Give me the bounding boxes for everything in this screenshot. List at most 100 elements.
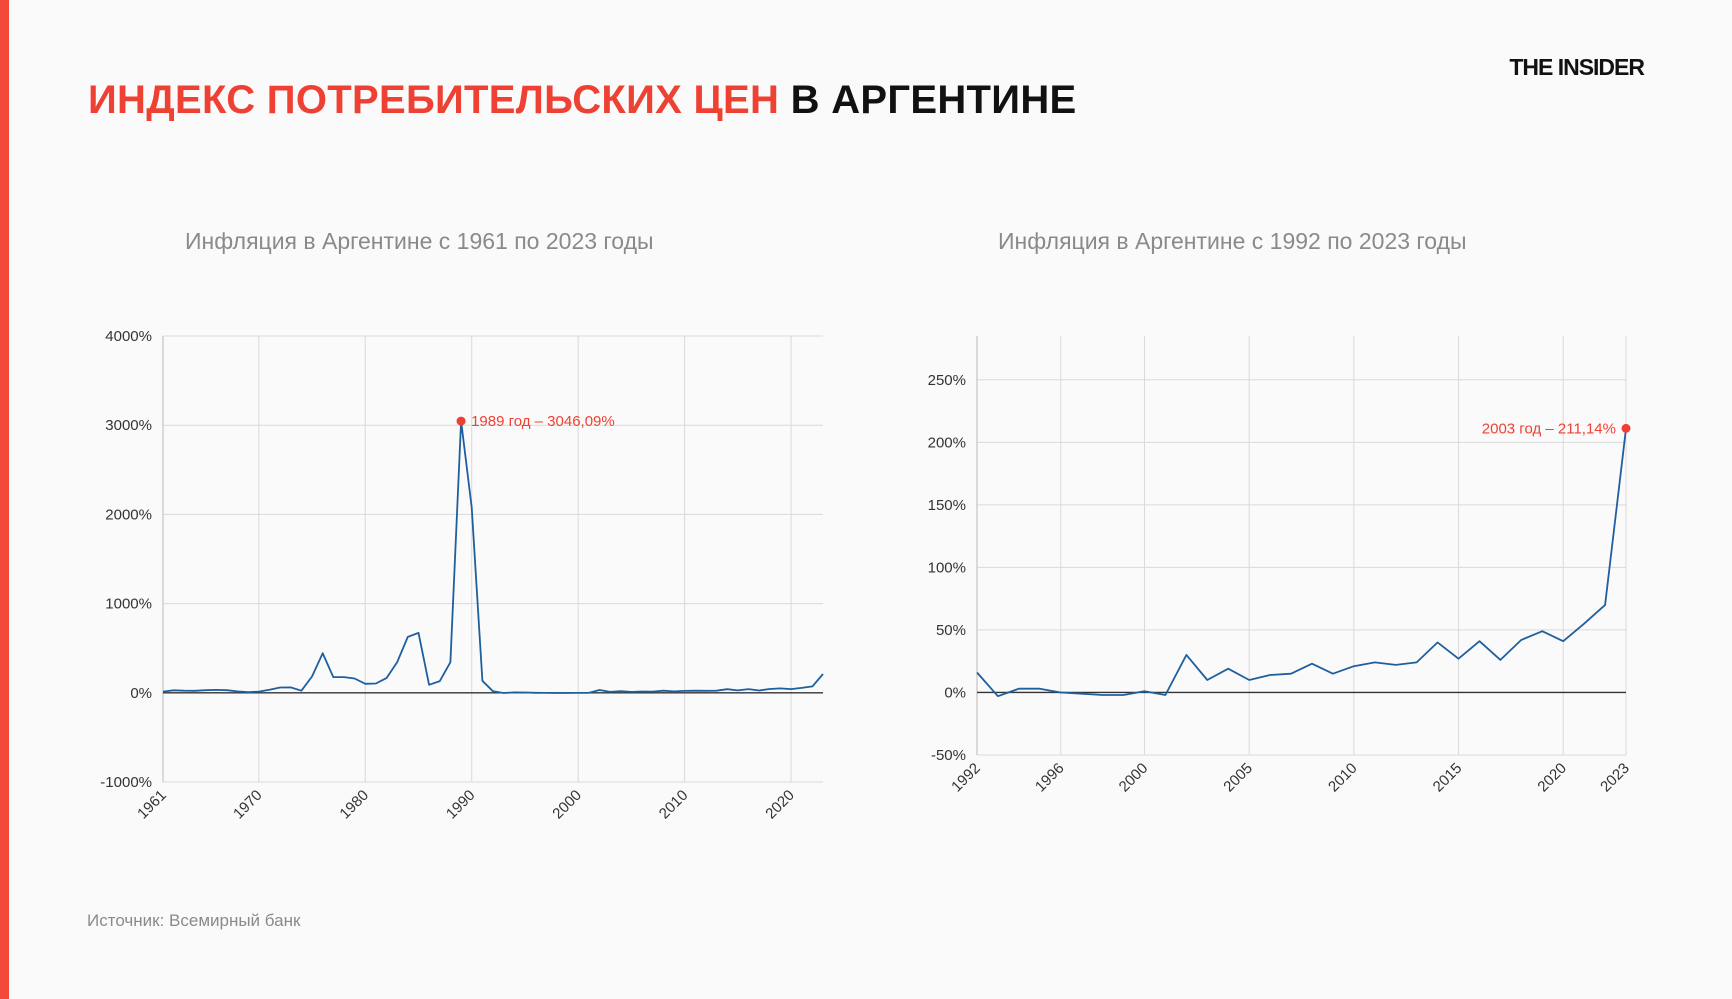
chart-1-data-point xyxy=(332,676,335,679)
chart-2-data-point xyxy=(976,671,979,674)
chart-2-data-point xyxy=(1583,622,1586,625)
chart-2-data-point xyxy=(1373,661,1376,664)
chart-2-data-point xyxy=(1352,665,1355,668)
chart-1-data-point xyxy=(236,690,239,693)
chart-1-y-tick-label: -1000% xyxy=(100,774,152,791)
chart-1-x-tick-label: 1961 xyxy=(134,787,170,823)
chart-1-data-point xyxy=(587,691,590,694)
chart-1-annotation-dot xyxy=(456,416,466,426)
chart-2-x-tick-label: 1992 xyxy=(948,760,984,796)
chart-2-data-point xyxy=(1269,673,1272,676)
chart-2-data-point xyxy=(1478,640,1481,643)
chart-1-series-line xyxy=(162,420,824,694)
chart-1-x-tick-label: 1970 xyxy=(230,787,266,823)
chart-1-data-point xyxy=(672,690,675,693)
chart-1-data-point xyxy=(800,686,803,689)
chart-1-data-point xyxy=(534,691,537,694)
chart-1-data-point xyxy=(609,690,612,693)
chart-2-data-point xyxy=(1206,678,1209,681)
chart-1-data-point xyxy=(438,680,441,683)
chart-1-data-point xyxy=(247,691,250,694)
chart-1-data-point xyxy=(502,691,505,694)
chart-1-data-point xyxy=(683,689,686,692)
chart-1-data-point xyxy=(651,690,654,693)
brand-logo: THE INSIDER xyxy=(1509,54,1645,80)
page-title-rest: В АРГЕНТИНЕ xyxy=(790,78,1077,122)
chart-2-data-point xyxy=(1310,662,1313,665)
chart-2-annotation-dot xyxy=(1621,423,1631,433)
chart-2-data-point xyxy=(1520,638,1523,641)
chart-1-data-point xyxy=(225,689,228,692)
chart-1-data-point xyxy=(715,689,718,692)
chart-1-data-point xyxy=(428,683,431,686)
chart-2-x-tick-label: 2000 xyxy=(1116,760,1152,796)
chart-1-data-point xyxy=(183,689,186,692)
chart-1-data-point xyxy=(523,691,526,694)
chart-1-x-tick-label: 1980 xyxy=(336,787,372,823)
chart-2-x-tick-label: 2020 xyxy=(1534,760,1570,796)
chart-2-data-point xyxy=(1394,663,1397,666)
chart-2-y-tick-label: -50% xyxy=(931,747,966,764)
chart-2-y-tick-label: 150% xyxy=(928,497,966,514)
chart-2-y-tick-label: 50% xyxy=(936,622,966,639)
chart-1-data-point xyxy=(577,691,580,694)
chart-1-data-point xyxy=(396,661,399,664)
chart-2-x-tick-label: 2010 xyxy=(1325,760,1361,796)
chart-1-data-point xyxy=(215,688,218,691)
chart-1-data-point xyxy=(204,689,207,692)
chart-1-data-point xyxy=(321,652,324,655)
chart-1-y-tick-label: 3000% xyxy=(105,417,152,434)
chart-2-data-point xyxy=(1290,672,1293,675)
page-title-accent: ИНДЕКС ПОТРЕБИТЕЛЬСКИХ ЦЕН xyxy=(88,78,780,122)
chart-1-data-point xyxy=(822,672,825,675)
chart-1-y-tick-label: 4000% xyxy=(105,328,152,345)
chart-2-data-point xyxy=(1080,692,1083,695)
chart-1-data-point xyxy=(566,691,569,694)
chart-1-data-point xyxy=(385,677,388,680)
chart-1-data-point xyxy=(492,690,495,693)
chart-2-x-tick-label: 2023 xyxy=(1597,760,1633,796)
chart-1-data-point xyxy=(449,661,452,664)
chart-2-y-tick-label: 250% xyxy=(928,372,966,389)
chart-2-data-point xyxy=(1331,672,1334,675)
chart-1-data-point xyxy=(662,689,665,692)
chart-2-data-point xyxy=(1164,693,1167,696)
chart-1-x-tick-label: 1990 xyxy=(443,787,479,823)
chart-1-data-point xyxy=(694,689,697,692)
chart-1-data-point xyxy=(311,675,314,678)
chart-2-data-point xyxy=(1059,691,1062,694)
chart-1-data-point xyxy=(481,679,484,682)
chart-2-data-point xyxy=(1499,658,1502,661)
chart-2-y-tick-label: 100% xyxy=(928,559,966,576)
chart-2-series-line xyxy=(976,428,1627,698)
chart-1-data-point xyxy=(470,506,473,509)
chart-2-data-point xyxy=(1038,687,1041,690)
chart-1-y-tick-label: 2000% xyxy=(105,506,152,523)
chart-1-data-point xyxy=(790,688,793,691)
chart-1-x-tick-label: 2020 xyxy=(762,787,798,823)
chart-1-x-tick-label: 2010 xyxy=(656,787,692,823)
chart-2-data-point xyxy=(1101,693,1104,696)
chart-1-data-point xyxy=(747,688,750,691)
chart-1-data-point xyxy=(779,687,782,690)
chart-2-data-point xyxy=(1457,657,1460,660)
chart-1-data-point xyxy=(289,686,292,689)
chart-1-annotation-label: 1989 год – 3046,09% xyxy=(471,413,615,430)
chart-2-x-tick-label: 1996 xyxy=(1032,760,1068,796)
chart-1-data-point xyxy=(406,635,409,638)
chart-1-data-point xyxy=(736,689,739,692)
chart-2-data-point xyxy=(1562,640,1565,643)
chart-2-data-point xyxy=(1436,641,1439,644)
chart-2-x-tick-label: 2005 xyxy=(1220,760,1256,796)
chart-2-data-point xyxy=(1122,693,1125,696)
chart-1-data-point xyxy=(768,687,771,690)
chart-1-data-point xyxy=(162,690,165,693)
chart-1-data-point xyxy=(172,689,175,692)
chart-2-x-tick-label: 2015 xyxy=(1430,760,1466,796)
chart-2-data-point xyxy=(1143,690,1146,693)
chart-2-data-point xyxy=(996,695,999,698)
chart-1-y-tick-label: 1000% xyxy=(105,596,152,613)
chart-1-title: Инфляция в Аргентине с 1961 по 2023 годы xyxy=(185,228,654,254)
page-title: ИНДЕКС ПОТРЕБИТЕЛЬСКИХ ЦЕН В АРГЕНТИНЕ xyxy=(88,78,1077,123)
chart-1-x-tick-label: 2000 xyxy=(549,787,585,823)
